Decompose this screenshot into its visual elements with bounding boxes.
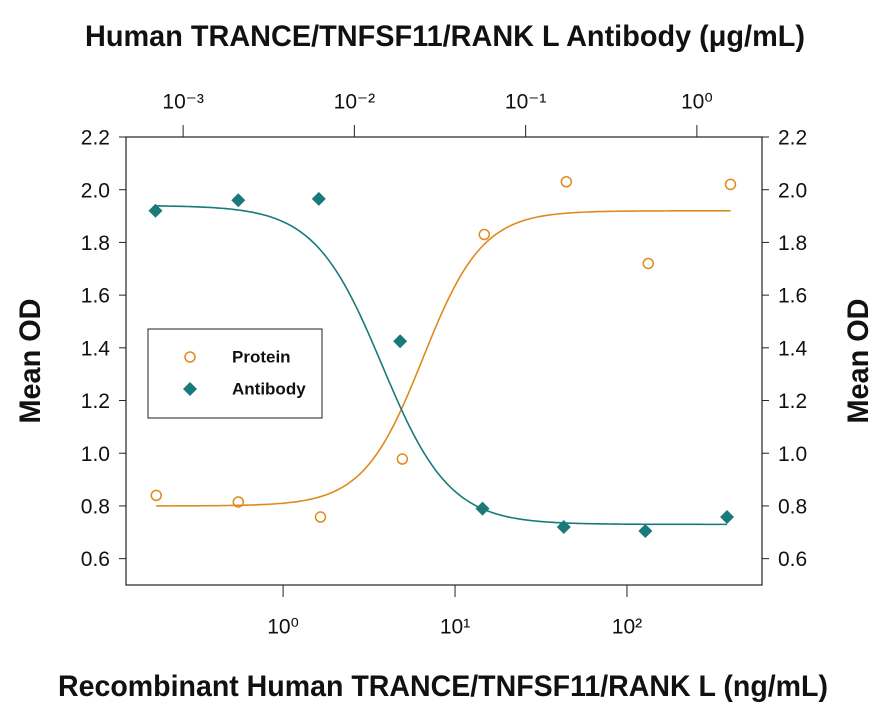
x-tick-label: 10⁰ <box>267 616 299 639</box>
chart-title: Human TRANCE/TNFSF11/RANK L Antibody (μg… <box>85 20 805 53</box>
legend-marker <box>183 382 197 396</box>
y-tick-label: 2.2 <box>81 127 110 150</box>
data-point <box>638 523 653 538</box>
x-tick-label: 10² <box>612 616 642 639</box>
data-point <box>396 453 409 465</box>
data-point <box>556 520 571 535</box>
y2-tick-label: 1.4 <box>778 337 808 360</box>
x2-tick-label: 10⁻² <box>334 91 375 114</box>
data-point <box>478 228 491 241</box>
y-axis-label: Mean OD <box>14 299 47 424</box>
y2-axis-label: Mean OD <box>842 299 875 424</box>
y2-tick-label: 1.6 <box>778 285 807 308</box>
y2-tick-label: 1.0 <box>778 443 807 466</box>
data-point <box>560 176 573 188</box>
x2-tick-label: 10⁻¹ <box>505 91 546 114</box>
y2-tick-label: 0.8 <box>778 495 807 518</box>
plot-frame <box>125 136 763 586</box>
x2-tick-label: 10⁰ <box>681 91 713 114</box>
x-axis-label: Recombinant Human TRANCE/TNFSF11/RANK L … <box>58 670 828 703</box>
legend-box <box>147 328 323 419</box>
y-tick-label: 0.6 <box>81 548 110 571</box>
y2-tick-label: 1.2 <box>778 390 807 413</box>
y2-tick-label: 2.2 <box>778 127 807 150</box>
x2-tick-label: 10⁻³ <box>162 91 203 114</box>
data-point <box>311 191 326 206</box>
y-tick-label: 1.6 <box>81 285 110 308</box>
y-tick-label: 1.4 <box>81 337 111 360</box>
data-point <box>720 510 735 525</box>
y-tick-label: 2.0 <box>81 179 110 202</box>
data-point <box>231 193 246 208</box>
fit-curve <box>155 205 728 526</box>
legend-marker <box>184 351 196 363</box>
y2-tick-label: 0.6 <box>778 548 807 571</box>
legend-label: Antibody <box>232 379 306 398</box>
y2-tick-label: 2.0 <box>778 179 807 202</box>
data-point <box>724 178 737 191</box>
y2-tick-label: 1.8 <box>778 232 807 255</box>
y-tick-label: 1.8 <box>81 232 110 255</box>
y-tick-label: 1.0 <box>81 443 110 466</box>
data-point <box>232 496 245 508</box>
legend-label: Protein <box>232 347 291 366</box>
data-point <box>642 257 655 270</box>
data-point <box>314 511 327 523</box>
y-tick-label: 0.8 <box>81 495 110 518</box>
x-tick-label: 10¹ <box>440 616 470 639</box>
data-point <box>475 501 490 516</box>
data-point <box>393 334 408 349</box>
data-point <box>150 489 163 502</box>
data-point <box>148 203 163 218</box>
y-tick-label: 1.2 <box>81 390 110 413</box>
fit-curve <box>156 210 731 507</box>
